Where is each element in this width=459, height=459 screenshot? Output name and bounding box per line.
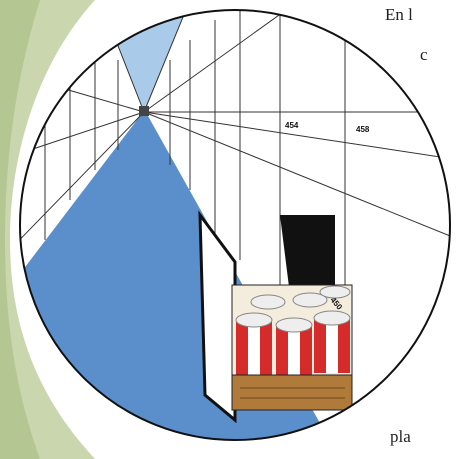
green-band (0, 0, 40, 459)
cabinet-label: 454 (285, 121, 299, 130)
text-fragment: pla (390, 427, 411, 446)
green-margin (0, 0, 95, 459)
cabinet-label: 458 (356, 125, 370, 134)
text-fragment: c (420, 45, 428, 64)
cans (235, 285, 351, 380)
lens-rim (19, 9, 451, 441)
text-fragment: En l (385, 5, 413, 24)
